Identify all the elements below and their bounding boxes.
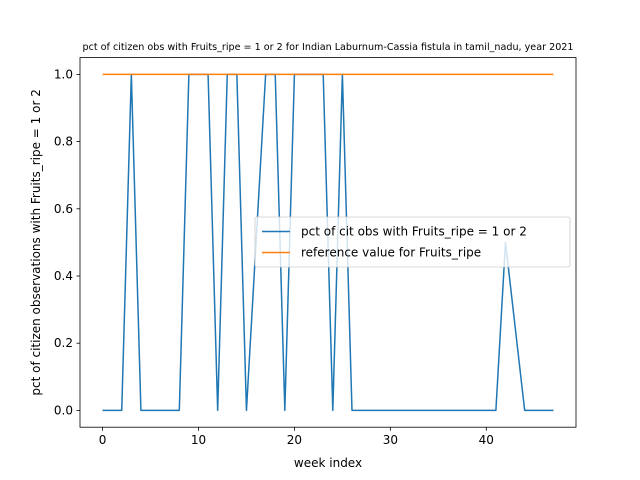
plot-area-frame <box>79 57 577 428</box>
legend: pct of cit obs with Fruits_ripe = 1 or 2… <box>254 216 571 268</box>
y-tick-label: 0.2 <box>54 336 73 350</box>
y-tick-label: 0.8 <box>54 135 73 149</box>
y-axis-label: pct of citizen observations with Fruits_… <box>29 89 43 395</box>
legend-label-citizen-obs: pct of cit obs with Fruits_ripe = 1 or 2 <box>301 225 527 239</box>
x-tick-label: 10 <box>191 433 206 447</box>
y-tick-label: 0.4 <box>54 269 73 283</box>
legend-box <box>254 216 571 268</box>
chart-title: pct of citizen obs with Fruits_ripe = 1 … <box>83 42 574 53</box>
legend-label-reference-value: reference value for Fruits_ripe <box>301 246 481 260</box>
x-axis-label: week index <box>294 456 362 470</box>
x-tick-label: 20 <box>287 433 302 447</box>
x-tick-label: 0 <box>99 433 107 447</box>
y-tick-label: 1.0 <box>54 67 73 81</box>
x-tick-label: 30 <box>383 433 398 447</box>
ticks-layer: 0 10 20 30 40 0.0 0.2 0.4 0.6 0.8 1.0 <box>54 67 494 447</box>
y-tick-label: 0.0 <box>54 403 73 417</box>
y-tick-label: 0.6 <box>54 202 73 216</box>
x-tick-label: 40 <box>479 433 494 447</box>
